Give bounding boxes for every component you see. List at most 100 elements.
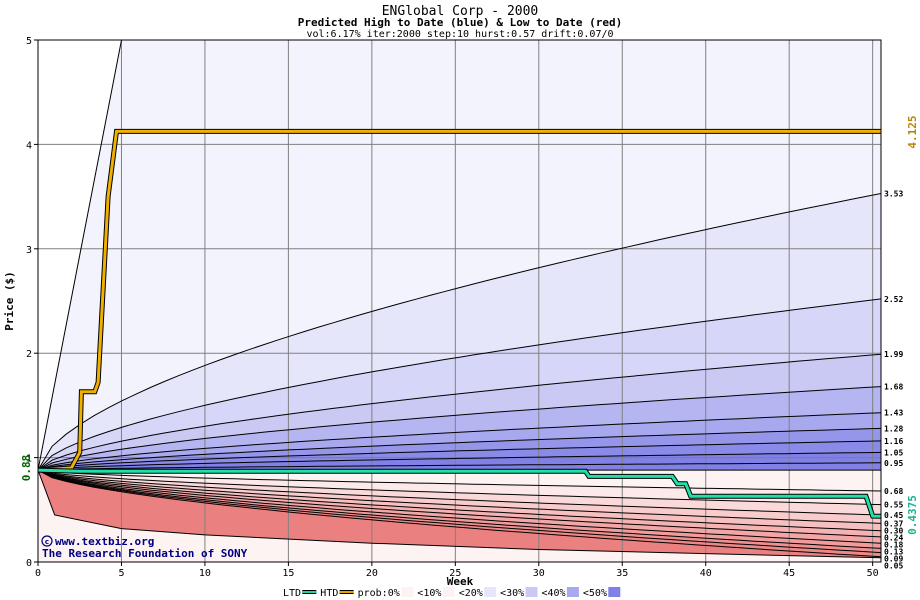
copyright-icon bbox=[41, 535, 53, 547]
x-tick-label: 0 bbox=[35, 568, 41, 579]
outer-upper-line bbox=[38, 40, 122, 471]
x-tick-label: 10 bbox=[199, 568, 211, 579]
level-label: 3.53 bbox=[884, 189, 903, 198]
upper-band-7 bbox=[38, 440, 881, 471]
lower-band-3 bbox=[38, 470, 881, 531]
legend: LTD HTD prob:0% <10% <20% <30% <40% <50% bbox=[283, 587, 621, 599]
x-tick-label: 50 bbox=[867, 568, 879, 579]
legend-label: <50% bbox=[583, 588, 607, 599]
upper-quantile-line bbox=[38, 451, 881, 471]
legend-swatch bbox=[608, 587, 621, 597]
chart-params: vol:6.17% iter:2000 step:10 hurst:0.57 d… bbox=[306, 29, 613, 40]
start-price-label: 0.88 bbox=[20, 455, 33, 482]
upper-band-0 bbox=[38, 40, 881, 471]
legend-swatch bbox=[525, 587, 538, 597]
upper-band-4 bbox=[38, 386, 881, 471]
y-axis-label: Price ($) bbox=[3, 271, 16, 331]
lower-quantile-line bbox=[38, 469, 881, 554]
lower-band-0 bbox=[38, 470, 881, 505]
level-label: 1.68 bbox=[884, 383, 903, 392]
level-label: 0.24 bbox=[884, 534, 903, 543]
credit-site: www.textbiz.org bbox=[55, 535, 154, 548]
level-label: 0.45 bbox=[884, 511, 903, 520]
upper-band-6 bbox=[38, 428, 881, 471]
upper-quantile-line bbox=[38, 298, 881, 471]
upper-quantile-line bbox=[38, 427, 881, 471]
upper-band-3 bbox=[38, 354, 881, 471]
lower-band-8 bbox=[38, 470, 881, 557]
htd-path bbox=[38, 129, 881, 472]
upper-band-8 bbox=[38, 452, 881, 471]
y-tick-label: 1 bbox=[26, 454, 32, 465]
copyright-icon-glyph: c bbox=[45, 538, 49, 546]
level-label: 0.13 bbox=[884, 548, 903, 557]
lower-quantile-line bbox=[38, 469, 881, 516]
legend-label: HTD bbox=[320, 588, 338, 599]
upper-quantile-line bbox=[38, 440, 881, 471]
upper-band-1 bbox=[38, 193, 881, 471]
low-to-date-label: 0.4375 bbox=[906, 495, 919, 535]
outer-lower-line bbox=[38, 469, 881, 559]
level-label: 0.55 bbox=[884, 501, 903, 510]
y-tick-label: 0 bbox=[26, 558, 32, 569]
level-label: 0.68 bbox=[884, 487, 903, 496]
lower-band-outer bbox=[38, 470, 881, 562]
level-label: 0.95 bbox=[884, 459, 903, 468]
lower-quantile-line bbox=[38, 469, 881, 549]
y-tick-label: 2 bbox=[26, 349, 32, 360]
lower-band-9 bbox=[38, 470, 881, 558]
lower-quantile-line bbox=[38, 469, 881, 524]
legend-label: prob:0% bbox=[358, 588, 400, 599]
lower-quantile-line bbox=[38, 469, 881, 506]
level-label: 0.30 bbox=[884, 527, 903, 536]
high-to-date-label: 4.125 bbox=[906, 115, 919, 148]
legend-label: <40% bbox=[542, 588, 566, 599]
plot-frame bbox=[37, 39, 882, 563]
legend-swatch bbox=[566, 587, 579, 597]
x-tick-label: 5 bbox=[118, 568, 124, 579]
y-tick-label: 4 bbox=[26, 140, 32, 151]
credit-org: The Research Foundation of SONY bbox=[42, 547, 248, 560]
level-label: 0.37 bbox=[884, 519, 903, 528]
upper-quantile-line bbox=[38, 193, 881, 471]
level-label: 0.05 bbox=[884, 562, 903, 571]
credits: c www.textbiz.org The Research Foundatio… bbox=[41, 535, 248, 560]
legend-label: <10% bbox=[417, 588, 441, 599]
upper-quantile-line bbox=[38, 462, 881, 471]
level-label: 1.05 bbox=[884, 448, 903, 457]
y-tick-label: 5 bbox=[26, 36, 32, 47]
upper-quantile-line bbox=[38, 353, 881, 471]
legend-label: <30% bbox=[500, 588, 524, 599]
lower-band-2 bbox=[38, 470, 881, 524]
legend-label: LTD bbox=[283, 588, 301, 599]
x-tick-label: 20 bbox=[366, 568, 378, 579]
level-label: 0.18 bbox=[884, 541, 903, 550]
lower-band-1 bbox=[38, 470, 881, 515]
lower-band-4 bbox=[38, 470, 881, 537]
chart-subtitle: Predicted High to Date (blue) & Low to D… bbox=[298, 16, 623, 29]
x-tick-label: 35 bbox=[616, 568, 628, 579]
lower-band-6 bbox=[38, 470, 881, 549]
level-label: 1.16 bbox=[884, 437, 903, 446]
legend-label: <20% bbox=[459, 588, 483, 599]
chart-title: ENGlobal Corp - 2000 bbox=[382, 4, 539, 19]
lower-quantile-line bbox=[38, 469, 881, 558]
level-label: 2.52 bbox=[884, 295, 903, 304]
level-label: 1.43 bbox=[884, 409, 903, 418]
ltd-path bbox=[38, 468, 881, 518]
upper-quantile-line bbox=[38, 412, 881, 471]
x-tick-label: 45 bbox=[783, 568, 795, 579]
lower-band-5 bbox=[38, 470, 881, 544]
htd-ltd-paths bbox=[38, 128, 881, 519]
lower-quantile-line bbox=[38, 469, 881, 544]
x-tick-label: 15 bbox=[282, 568, 294, 579]
lower-band-7 bbox=[38, 470, 881, 553]
level-label: 1.99 bbox=[884, 350, 903, 359]
legend-swatch bbox=[484, 587, 497, 597]
x-tick-label: 25 bbox=[449, 568, 461, 579]
legend-swatch bbox=[442, 587, 455, 597]
upper-band-5 bbox=[38, 412, 881, 471]
